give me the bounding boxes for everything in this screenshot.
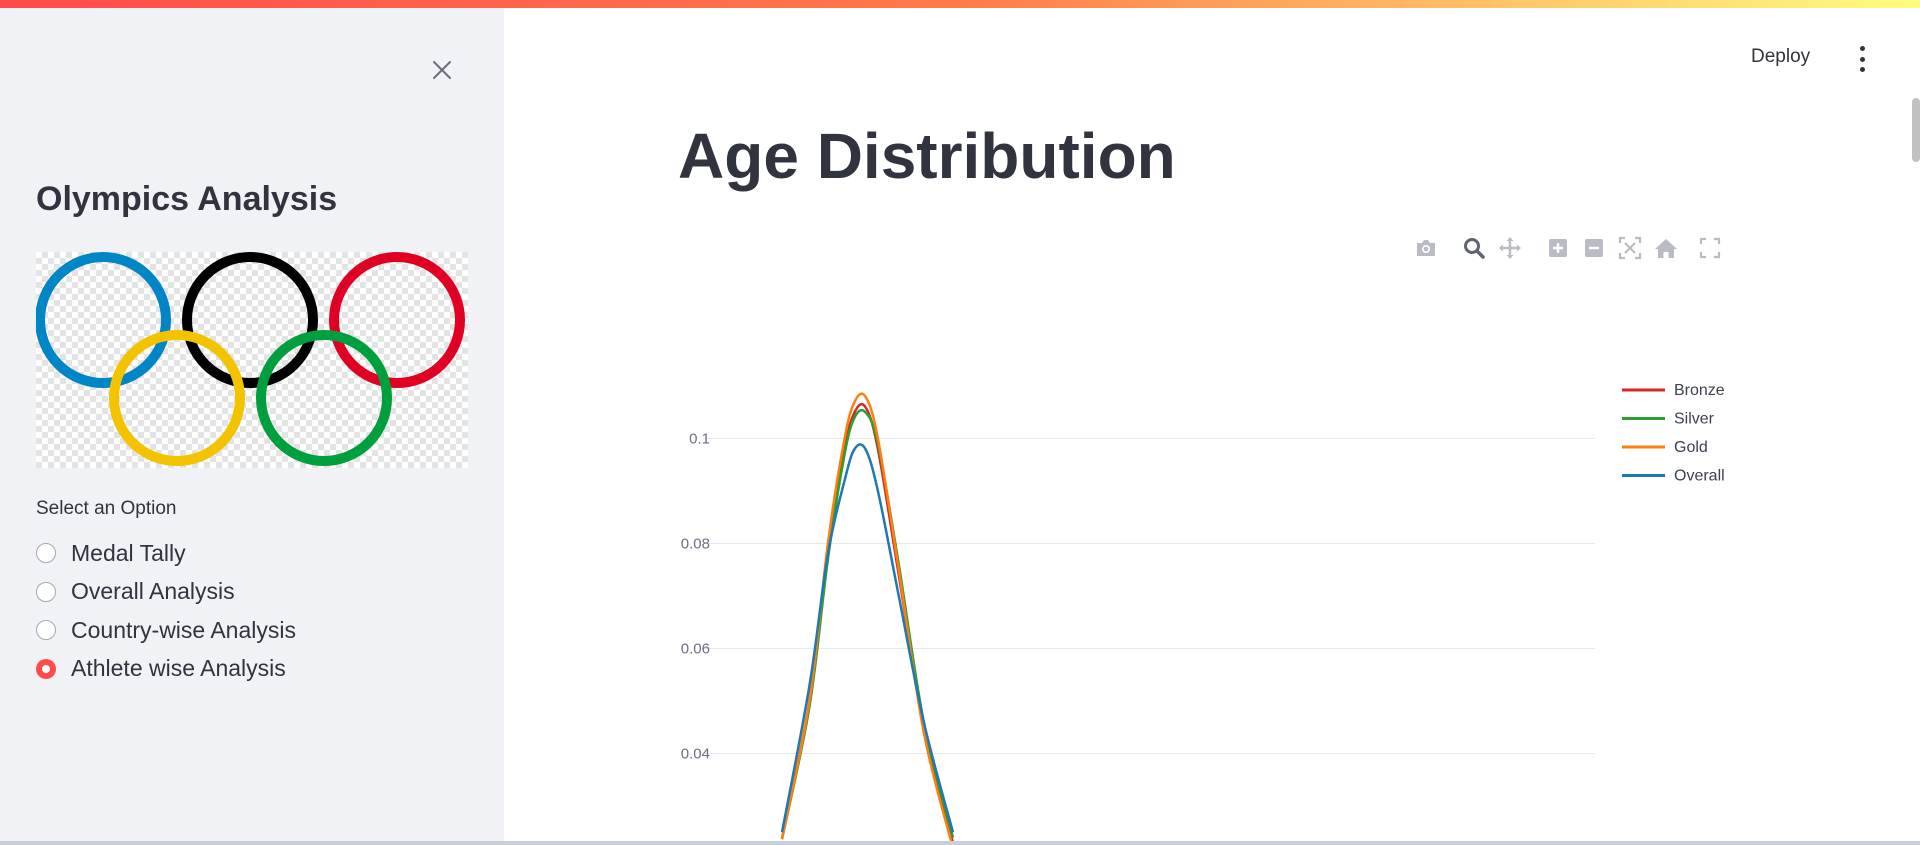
deploy-button[interactable]: Deploy (1751, 46, 1811, 67)
zoom-out-icon[interactable] (1580, 234, 1608, 262)
y-tick-label: 0.08 (681, 536, 710, 553)
sidebar: Olympics Analysis Select an Option Medal… (0, 8, 504, 845)
y-tick-label: 0.06 (681, 641, 710, 658)
radio-option-athlete-wise-analysis[interactable]: Athlete wise Analysis (36, 650, 296, 689)
camera-icon[interactable] (1412, 234, 1440, 262)
radio-option-label: Country-wise Analysis (71, 616, 296, 643)
black-ring (182, 252, 318, 388)
menu-dot (1859, 46, 1865, 51)
green-ring (256, 330, 392, 466)
radio-option-medal-tally[interactable]: Medal Tally (36, 534, 296, 573)
radio-option-country-wise-analysis[interactable]: Country-wise Analysis (36, 611, 296, 650)
radio-option-overall-analysis[interactable]: Overall Analysis (36, 573, 296, 612)
legend-label-silver[interactable]: Silver (1674, 411, 1715, 428)
series-line-overall (780, 443, 955, 833)
radio-option-label: Overall Analysis (71, 578, 235, 605)
sidebar-title: Olympics Analysis (36, 180, 338, 218)
y-tick-label: 0.04 (681, 746, 710, 763)
autoscale-icon[interactable] (1616, 234, 1644, 262)
radio-option-label: Medal Tally (71, 539, 186, 566)
option-radio-group: Medal Tally Overall Analysis Country-wise … (36, 534, 296, 688)
scrollbar-thumb[interactable] (1912, 98, 1920, 162)
fullscreen-icon[interactable] (1696, 234, 1724, 262)
blue-ring (35, 252, 171, 388)
menu-dot (1859, 56, 1865, 62)
select-option-label: Select an Option (36, 498, 177, 519)
legend-label-overall[interactable]: Overall (1674, 468, 1725, 485)
olympic-rings-logo (35, 252, 468, 468)
radio-selected-indicator[interactable] (36, 658, 56, 679)
series-line-bronze (780, 402, 955, 842)
legend-label-bronze[interactable]: Bronze (1674, 382, 1725, 399)
main-content: Deploy Age Distribution 0.0 (504, 8, 1920, 845)
bottom-border (0, 841, 1920, 845)
y-tick-label: 0.1 (689, 431, 710, 448)
series-line-silver (780, 408, 955, 840)
close-sidebar-button[interactable] (424, 52, 460, 88)
radio-circle[interactable] (36, 543, 56, 564)
red-ring (329, 252, 465, 388)
yellow-ring (109, 330, 245, 466)
legend-label-gold[interactable]: Gold (1674, 439, 1708, 456)
pan-icon[interactable] (1496, 234, 1524, 262)
menu-dot (1859, 67, 1865, 72)
zoom-icon[interactable] (1460, 234, 1488, 262)
radio-circle[interactable] (36, 581, 56, 602)
series-line-gold (780, 392, 953, 842)
zoom-in-icon[interactable] (1544, 234, 1572, 262)
age-distribution-chart: 0.04 0.06 0.08 0.1 Bronze Silver Gold Overall (681, 382, 1725, 842)
kebab-menu-icon[interactable] (1850, 46, 1874, 72)
close-icon (433, 61, 451, 79)
radio-option-label: Athlete wise Analysis (71, 655, 286, 682)
radio-circle[interactable] (36, 620, 56, 641)
page-title: Age Distribution (678, 120, 1176, 192)
home-icon[interactable] (1652, 234, 1680, 262)
top-decoration-bar (0, 0, 1920, 8)
